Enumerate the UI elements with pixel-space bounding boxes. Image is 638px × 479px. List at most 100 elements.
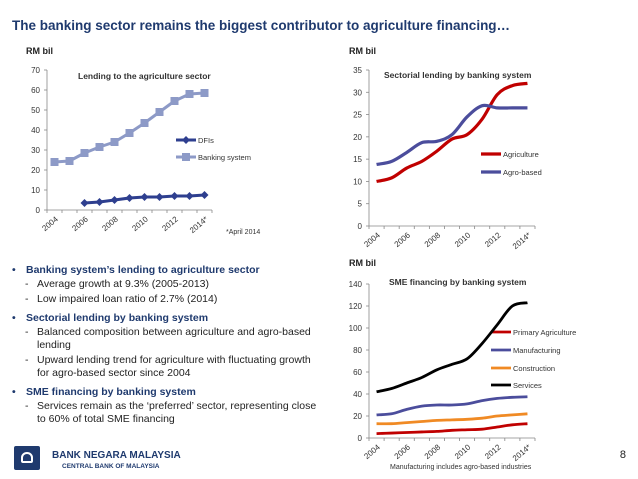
- data-point-square: [200, 89, 209, 97]
- y-tick-label: 15: [353, 155, 362, 164]
- y-tick-label: 35: [353, 66, 362, 75]
- data-point-diamond: [200, 191, 209, 199]
- x-tick-label: 2010: [130, 214, 150, 233]
- chart-title: SME financing by banking system: [389, 277, 527, 287]
- series-line-primary-agriculture: [376, 422, 528, 435]
- data-point-square: [185, 90, 194, 98]
- bank-logo-icon: [14, 446, 40, 470]
- y-tick-label: 40: [31, 126, 40, 135]
- x-tick-label: 2004: [362, 230, 382, 249]
- bullet-heading-2: • Sectorial lending by banking system: [12, 312, 209, 324]
- chart-title: Sectorial lending by banking system: [384, 70, 532, 80]
- x-tick-label: 2012: [483, 230, 503, 249]
- chart-title: Lending to the agriculture sector: [78, 71, 211, 81]
- series-line-agriculture: [376, 81, 528, 183]
- legend-label: Agriculture: [503, 150, 539, 159]
- bullet-point: - Average growth at 9.3% (2005-2013): [25, 278, 209, 290]
- x-tick-label: 2006: [70, 214, 90, 233]
- y-tick-label: 0: [36, 206, 41, 215]
- y-tick-label: 10: [31, 186, 40, 195]
- x-tick-label: 2014*: [188, 215, 210, 235]
- x-tick-label: 2012: [483, 442, 503, 461]
- y-tick-label: 120: [349, 302, 363, 311]
- data-point-square: [50, 158, 59, 166]
- legend-marker: [182, 153, 190, 161]
- y-tick-label: 30: [353, 88, 362, 97]
- bank-name: BANK NEGARA MALAYSIA: [52, 450, 181, 461]
- data-point-diamond: [185, 192, 194, 200]
- data-point-diamond: [140, 193, 149, 201]
- y-tick-label: 30: [31, 146, 40, 155]
- x-tick-label: 2010: [453, 442, 473, 461]
- legend-label: Banking system: [198, 153, 251, 162]
- chart2-ylabel: RM bil: [349, 46, 376, 56]
- x-tick-label: 2008: [423, 230, 443, 249]
- y-tick-label: 40: [353, 390, 362, 399]
- page-number: 8: [619, 449, 626, 461]
- legend-label: Construction: [513, 364, 555, 373]
- bullet-point: - Services remain as the ‘preferred’ sect…: [25, 400, 317, 425]
- bullet-point: - Low impaired loan ratio of 2.7% (2014): [25, 293, 218, 305]
- y-tick-label: 50: [31, 106, 40, 115]
- y-tick-label: 80: [353, 346, 362, 355]
- x-tick-label: 2014*: [511, 231, 533, 251]
- bullet-list: • Banking system’s lending to agriculture…: [12, 258, 317, 426]
- y-tick-label: 5: [358, 200, 363, 209]
- legend-label: Manufacturing: [513, 346, 561, 355]
- bullet-heading-3: • SME financing by banking system: [12, 386, 196, 398]
- slide-title: The banking sector remains the biggest c…: [12, 18, 511, 33]
- data-point-square: [170, 97, 179, 105]
- data-point-diamond: [125, 194, 134, 202]
- y-tick-label: 70: [31, 66, 40, 75]
- legend-label: Services: [513, 381, 542, 390]
- data-point-square: [110, 138, 119, 146]
- bullet-heading-1: • Banking system’s lending to agriculture…: [12, 264, 260, 276]
- x-tick-label: 2004: [362, 442, 382, 461]
- series-line-manufacturing: [376, 395, 528, 417]
- data-point-diamond: [155, 193, 164, 201]
- x-tick-label: 2006: [393, 230, 413, 249]
- x-tick-label: 2012: [160, 214, 180, 233]
- data-point-square: [125, 129, 134, 137]
- x-tick-label: 2014*: [511, 443, 533, 463]
- y-tick-label: 100: [349, 324, 363, 333]
- bullet-point: - Upward lending trend for agriculture wi…: [25, 354, 311, 379]
- data-point-square: [155, 108, 164, 116]
- y-tick-label: 10: [353, 177, 362, 186]
- y-tick-label: 20: [31, 166, 40, 175]
- x-tick-label: 2008: [100, 214, 120, 233]
- data-point-diamond: [80, 199, 89, 207]
- x-tick-label: 2010: [453, 230, 473, 249]
- y-tick-label: 0: [358, 434, 363, 443]
- x-tick-label: 2006: [393, 442, 413, 461]
- series-line-services: [376, 301, 528, 394]
- y-tick-label: 60: [31, 86, 40, 95]
- legend-label: DFIs: [198, 136, 214, 145]
- data-point-square: [80, 149, 89, 157]
- data-point-square: [140, 119, 149, 127]
- data-point-diamond: [95, 198, 104, 206]
- x-tick-label: 2008: [423, 442, 443, 461]
- y-tick-label: 140: [349, 280, 363, 289]
- series-line-banking-system: [54, 91, 205, 164]
- series-line-agro-based: [376, 103, 528, 167]
- x-tick-label: 2004: [40, 214, 60, 233]
- legend-marker: [182, 136, 190, 144]
- data-point-diamond: [170, 192, 179, 200]
- y-tick-label: 0: [358, 222, 363, 231]
- chart3-ylabel: RM bil: [349, 258, 376, 268]
- y-tick-label: 20: [353, 412, 362, 421]
- legend-label: Agro-based: [503, 168, 542, 177]
- y-tick-label: 25: [353, 111, 362, 120]
- legend-label: Primary Agriculture: [513, 328, 576, 337]
- data-point-square: [65, 157, 74, 165]
- data-point-diamond: [110, 196, 119, 204]
- chart1-ylabel: RM bil: [26, 46, 53, 56]
- chart-note: Manufacturing includes agro-based indust…: [390, 464, 532, 471]
- bullet-point: - Balanced composition between agricultur…: [25, 326, 311, 351]
- data-point-square: [95, 143, 104, 151]
- chart-note: *April 2014: [226, 229, 260, 236]
- bank-subtitle: CENTRAL BANK OF MALAYSIA: [62, 463, 160, 470]
- series-line-construction: [376, 412, 528, 426]
